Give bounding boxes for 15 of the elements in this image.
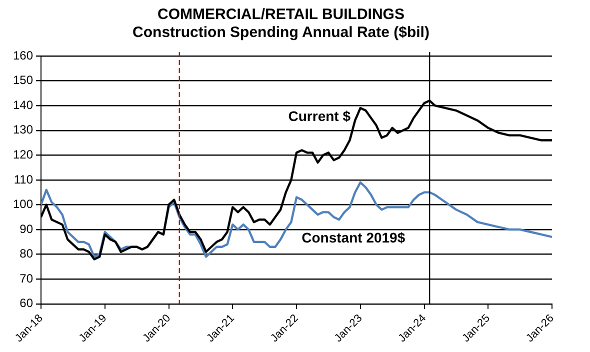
y-tick-label: 110 (14, 172, 34, 186)
y-tick-label: 160 (12, 48, 34, 62)
series-label: Current $ (288, 108, 351, 124)
y-tick-label: 150 (12, 73, 34, 88)
y-tick-label: 120 (12, 147, 34, 162)
y-tick-label: 80 (20, 246, 34, 261)
y-tick-label: 90 (20, 222, 34, 236)
y-tick-label: 130 (12, 122, 34, 137)
series-label: Constant 2019$ (302, 229, 406, 246)
y-tick-label: 70 (20, 271, 34, 286)
y-tick-label: 100 (12, 197, 34, 212)
y-tick-label: 140 (12, 98, 34, 112)
text: COMMERCIAL/RETAIL BUILDINGS (158, 6, 404, 24)
text: Construction Spending Annual Rate ($bil) (132, 24, 430, 42)
y-tick-label: 60 (20, 296, 34, 310)
